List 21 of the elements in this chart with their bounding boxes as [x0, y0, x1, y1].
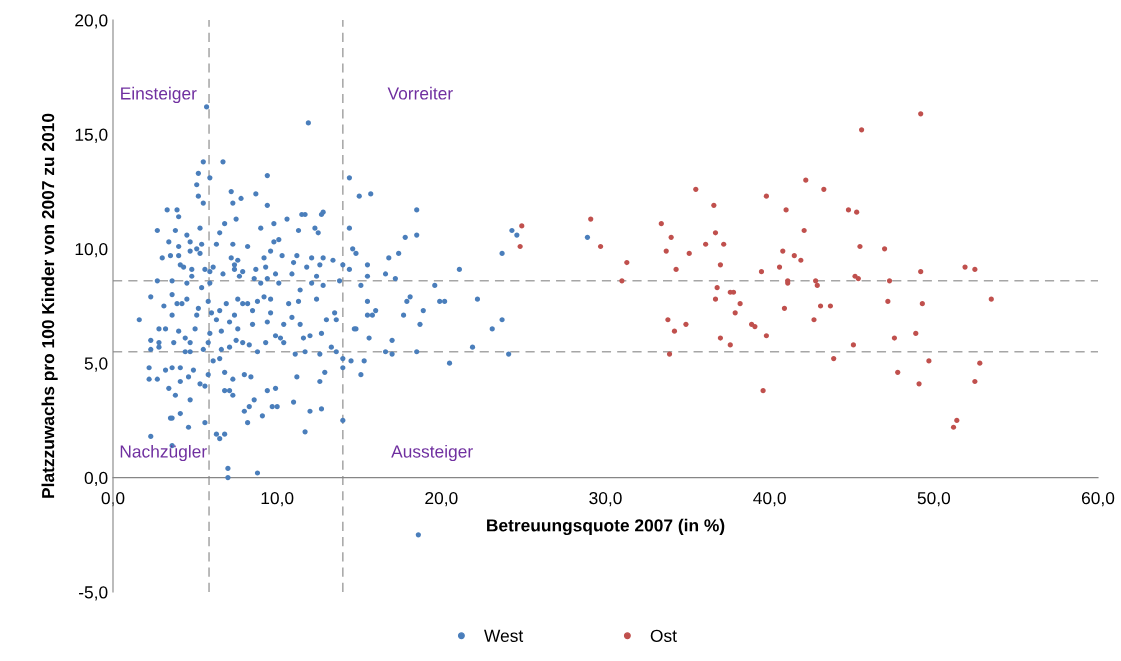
- x-tick-label: 10,0: [261, 491, 294, 507]
- x-tick-label: 50,0: [917, 491, 951, 507]
- legend-label: Ost: [650, 629, 677, 642]
- x-axis-title: Betreuungsquote 2007 (in %): [487, 518, 725, 536]
- y-axis-title: Platzzuwachs pro 100 Kinder von 2007 zu 2010: [41, 113, 58, 498]
- annotation: Nachzügler: [120, 444, 207, 462]
- annotation: Vorreiter: [387, 86, 453, 100]
- annotation: Einsteiger: [121, 86, 197, 104]
- y-tick-label: 0,0: [84, 471, 108, 487]
- annotation: Aussteiger: [391, 444, 473, 462]
- x-tick-label: 40,0: [753, 491, 786, 507]
- y-tick-label: 5,0: [84, 357, 108, 372]
- y-tick-label: 20,0: [75, 14, 108, 29]
- y-tick-label: -5,0: [79, 586, 108, 601]
- y-tick-label: 10,0: [75, 242, 108, 258]
- x-tick-label: 0,0: [101, 491, 125, 507]
- legend-label: West: [484, 629, 524, 642]
- x-tick-label: 20,0: [425, 491, 458, 507]
- x-tick-label: 60,0: [1081, 491, 1115, 507]
- x-tick-label: 30,0: [589, 491, 622, 507]
- y-tick-label: 15,0: [75, 128, 108, 143]
